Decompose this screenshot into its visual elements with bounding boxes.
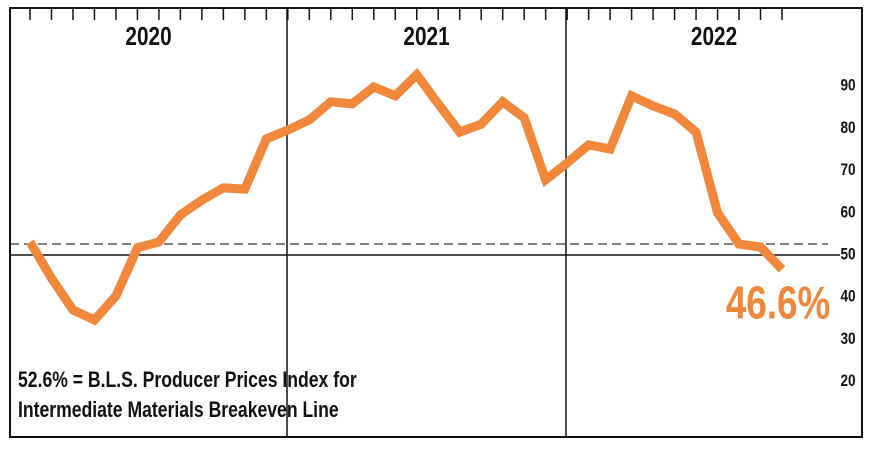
y-tick-label: 30 [840,330,855,349]
y-tick-label: 20 [840,372,855,391]
data-line [26,67,786,326]
y-tick-label: 90 [840,76,855,95]
y-tick-label: 80 [840,118,855,137]
year-label: 2022 [691,22,737,51]
y-tick-label: 60 [840,203,855,222]
y-tick-label: 70 [840,161,855,180]
y-tick-label: 50 [840,245,855,264]
value-label: 46.6% [726,277,830,329]
year-label: 2020 [125,22,171,51]
note: 52.6% = B.L.S. Producer Prices Index for [18,368,357,392]
y-tick-label: 40 [840,287,855,306]
note: Intermediate Materials Breakeven Line [18,398,339,422]
year-label: 2021 [403,22,449,51]
